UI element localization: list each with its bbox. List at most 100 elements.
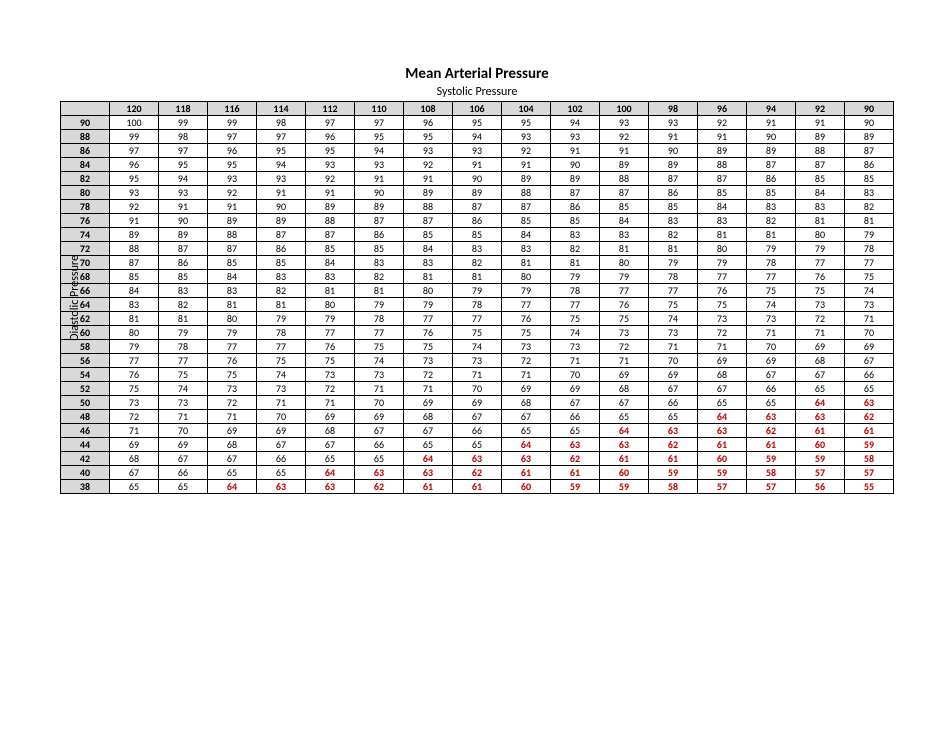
map-cell: 81 xyxy=(159,312,208,326)
map-cell: 75 xyxy=(404,340,453,354)
map-cell: 65 xyxy=(208,466,257,480)
map-cell: 82 xyxy=(453,256,502,270)
map-cell: 89 xyxy=(208,214,257,228)
map-cell: 71 xyxy=(502,368,551,382)
map-cell: 97 xyxy=(257,130,306,144)
diastolic-header: 78 xyxy=(61,200,110,214)
map-cell: 78 xyxy=(355,312,404,326)
diastolic-header: 88 xyxy=(61,130,110,144)
map-cell: 86 xyxy=(747,172,796,186)
map-cell: 72 xyxy=(796,312,845,326)
map-cell: 63 xyxy=(845,396,894,410)
map-cell: 89 xyxy=(600,158,649,172)
map-cell: 83 xyxy=(698,214,747,228)
map-cell: 79 xyxy=(110,340,159,354)
map-cell: 95 xyxy=(159,158,208,172)
map-cell: 91 xyxy=(306,186,355,200)
map-cell: 73 xyxy=(306,368,355,382)
map-cell: 91 xyxy=(600,144,649,158)
map-cell: 83 xyxy=(796,200,845,214)
map-cell: 63 xyxy=(355,466,404,480)
map-cell: 85 xyxy=(698,186,747,200)
map-cell: 95 xyxy=(257,144,306,158)
map-cell: 83 xyxy=(159,284,208,298)
map-cell: 95 xyxy=(110,172,159,186)
map-cell: 81 xyxy=(208,298,257,312)
diastolic-header: 52 xyxy=(61,382,110,396)
page-title: Mean Arterial Pressure xyxy=(60,65,894,83)
map-cell: 93 xyxy=(355,158,404,172)
map-cell: 76 xyxy=(698,284,747,298)
map-cell: 58 xyxy=(747,466,796,480)
map-cell: 66 xyxy=(355,438,404,452)
map-cell: 62 xyxy=(355,480,404,494)
map-cell: 74 xyxy=(257,368,306,382)
map-cell: 92 xyxy=(404,158,453,172)
map-cell: 67 xyxy=(502,410,551,424)
map-cell: 79 xyxy=(208,326,257,340)
map-cell: 95 xyxy=(306,144,355,158)
map-cell: 61 xyxy=(845,424,894,438)
map-cell: 95 xyxy=(208,158,257,172)
map-cell: 90 xyxy=(159,214,208,228)
map-cell: 89 xyxy=(306,200,355,214)
map-cell: 82 xyxy=(747,214,796,228)
map-cell: 72 xyxy=(698,326,747,340)
map-cell: 87 xyxy=(649,172,698,186)
map-cell: 92 xyxy=(208,186,257,200)
map-cell: 89 xyxy=(453,186,502,200)
map-cell: 69 xyxy=(453,396,502,410)
map-cell: 74 xyxy=(551,326,600,340)
map-cell: 87 xyxy=(306,228,355,242)
map-cell: 85 xyxy=(600,200,649,214)
map-cell: 87 xyxy=(796,158,845,172)
map-cell: 81 xyxy=(502,256,551,270)
map-cell: 87 xyxy=(355,214,404,228)
map-cell: 85 xyxy=(845,172,894,186)
map-cell: 96 xyxy=(404,116,453,130)
map-cell: 70 xyxy=(551,368,600,382)
map-cell: 81 xyxy=(747,228,796,242)
map-cell: 97 xyxy=(110,144,159,158)
diastolic-header: 56 xyxy=(61,354,110,368)
systolic-header: 102 xyxy=(551,102,600,116)
map-cell: 76 xyxy=(502,312,551,326)
diastolic-header: 38 xyxy=(61,480,110,494)
map-cell: 83 xyxy=(453,242,502,256)
map-cell: 91 xyxy=(551,144,600,158)
map-cell: 73 xyxy=(453,354,502,368)
map-cell: 78 xyxy=(453,298,502,312)
map-cell: 93 xyxy=(404,144,453,158)
map-cell: 93 xyxy=(600,116,649,130)
map-cell: 85 xyxy=(404,228,453,242)
map-cell: 89 xyxy=(110,228,159,242)
map-cell: 64 xyxy=(208,480,257,494)
map-cell: 95 xyxy=(502,116,551,130)
map-cell: 80 xyxy=(208,312,257,326)
map-cell: 79 xyxy=(355,298,404,312)
map-cell: 81 xyxy=(649,242,698,256)
map-cell: 74 xyxy=(747,298,796,312)
map-cell: 64 xyxy=(306,466,355,480)
map-cell: 66 xyxy=(747,382,796,396)
map-cell: 85 xyxy=(257,256,306,270)
map-cell: 59 xyxy=(649,466,698,480)
map-cell: 77 xyxy=(698,270,747,284)
map-cell: 90 xyxy=(845,116,894,130)
systolic-header: 100 xyxy=(600,102,649,116)
map-cell: 86 xyxy=(355,228,404,242)
diastolic-header: 86 xyxy=(61,144,110,158)
map-cell: 83 xyxy=(404,256,453,270)
map-cell: 63 xyxy=(404,466,453,480)
map-cell: 86 xyxy=(257,242,306,256)
map-cell: 83 xyxy=(306,270,355,284)
map-cell: 97 xyxy=(306,116,355,130)
map-cell: 91 xyxy=(159,200,208,214)
map-cell: 67 xyxy=(698,382,747,396)
map-cell: 69 xyxy=(306,410,355,424)
map-cell: 63 xyxy=(600,438,649,452)
map-cell: 59 xyxy=(698,466,747,480)
map-cell: 81 xyxy=(110,312,159,326)
map-cell: 68 xyxy=(110,452,159,466)
map-cell: 60 xyxy=(502,480,551,494)
